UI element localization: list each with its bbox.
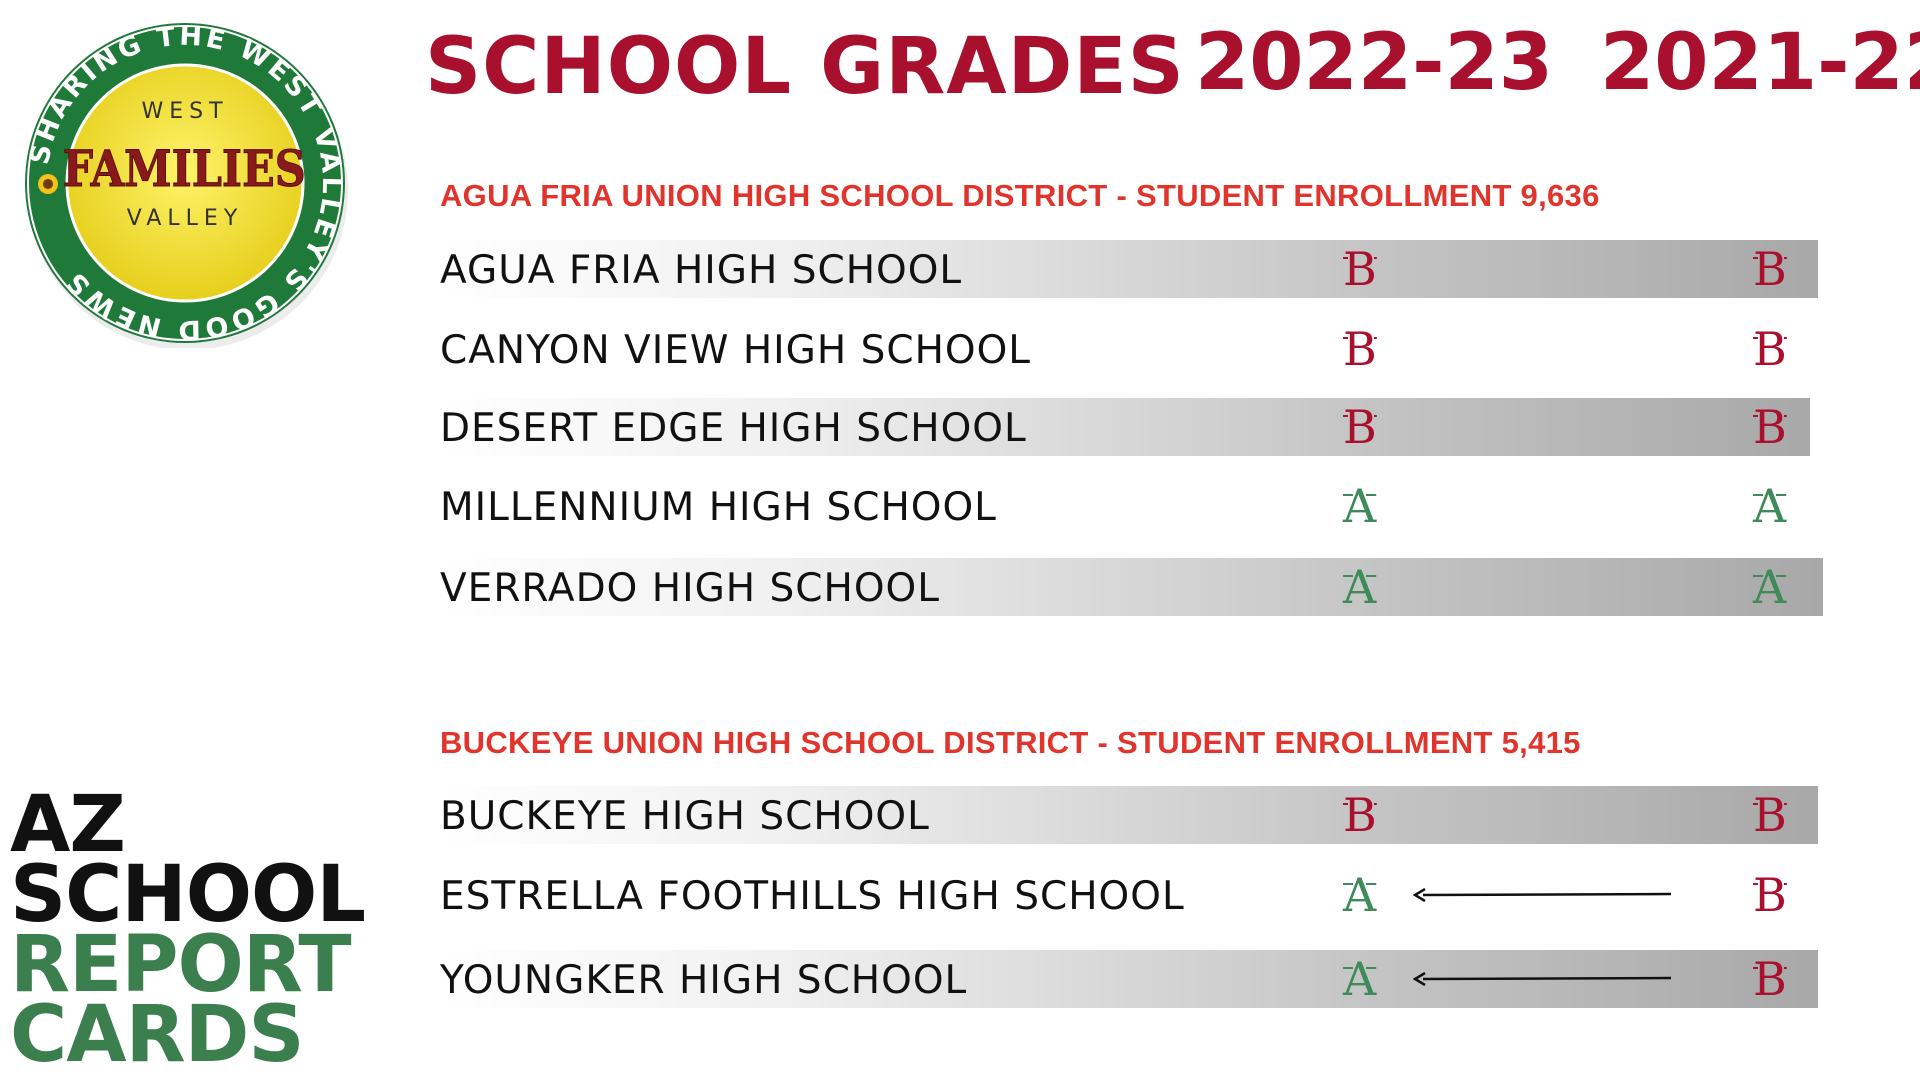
page-title: SCHOOL GRADES — [425, 22, 1185, 112]
grade-2021-22: B — [1753, 788, 1787, 842]
grade-2022-23: B — [1343, 322, 1377, 376]
side-title-line-report: REPORT — [10, 920, 352, 1010]
grade-2022-23: A — [1343, 479, 1377, 533]
grade-2021-22: A — [1753, 560, 1787, 614]
table-row: VERRADO HIGH SCHOOL A A — [438, 558, 1823, 616]
grade-2022-23: B — [1343, 400, 1377, 454]
school-name: CANYON VIEW HIGH SCHOOL — [440, 328, 1032, 373]
grade-2021-22: B — [1753, 242, 1787, 296]
side-title: AZ SCHOOL REPORT CARDS — [10, 780, 366, 1080]
table-row: AGUA FRIA HIGH SCHOOL B B — [438, 240, 1818, 298]
table-row: YOUNGKER HIGH SCHOOL A B — [438, 950, 1818, 1008]
table-row: CANYON VIEW HIGH SCHOOL B B — [438, 320, 1818, 378]
school-name: YOUNGKER HIGH SCHOOL — [440, 958, 968, 1003]
grade-2021-22: A — [1753, 479, 1787, 533]
table-row: ESTRELLA FOOTHILLS HIGH SCHOOL A B — [438, 866, 1818, 924]
sunflower-icon — [38, 174, 58, 194]
side-title-line-az: AZ — [10, 780, 126, 870]
grade-2021-22: B — [1753, 868, 1787, 922]
side-title-line-school: SCHOOL — [10, 850, 366, 940]
west-valley-families-logo: SHARING THE WEST VALLEY'S GOOD NEWS WEST… — [20, 18, 350, 350]
school-name: AGUA FRIA HIGH SCHOOL — [440, 248, 963, 293]
left-arrow-icon — [1413, 888, 1672, 902]
left-arrow-icon — [1413, 972, 1672, 986]
grade-2021-22: B — [1753, 322, 1787, 376]
grade-2022-23: B — [1343, 788, 1377, 842]
logo-families-text: FAMILIES — [63, 139, 306, 198]
grade-2021-22: B — [1753, 400, 1787, 454]
table-row: MILLENNIUM HIGH SCHOOL A A — [438, 477, 1818, 535]
school-name: BUCKEYE HIGH SCHOOL — [440, 794, 930, 839]
table-row: DESERT EDGE HIGH SCHOOL B B — [438, 398, 1810, 456]
grade-2022-23: B — [1343, 242, 1377, 296]
year-current-header: 2022-23 — [1195, 18, 1554, 108]
logo-west-text: WEST — [141, 99, 228, 124]
school-name: DESERT EDGE HIGH SCHOOL — [440, 406, 1027, 451]
table-row: BUCKEYE HIGH SCHOOL B B — [438, 786, 1818, 844]
grade-2022-23: A — [1343, 952, 1377, 1006]
district-heading-agua-fria: AGUA FRIA UNION HIGH SCHOOL DISTRICT - S… — [440, 178, 1600, 213]
grade-2021-22: B — [1753, 952, 1787, 1006]
side-title-line-cards: CARDS — [10, 990, 305, 1080]
district-heading-buckeye: BUCKEYE UNION HIGH SCHOOL DISTRICT - STU… — [440, 725, 1581, 760]
grade-2022-23: A — [1343, 868, 1377, 922]
grade-2022-23: A — [1343, 560, 1377, 614]
school-name: MILLENNIUM HIGH SCHOOL — [440, 485, 997, 530]
logo-valley-text: VALLEY — [127, 206, 244, 231]
school-name: ESTRELLA FOOTHILLS HIGH SCHOOL — [440, 874, 1185, 919]
school-name: VERRADO HIGH SCHOOL — [440, 566, 940, 611]
year-previous-header: 2021-22 — [1600, 18, 1920, 108]
